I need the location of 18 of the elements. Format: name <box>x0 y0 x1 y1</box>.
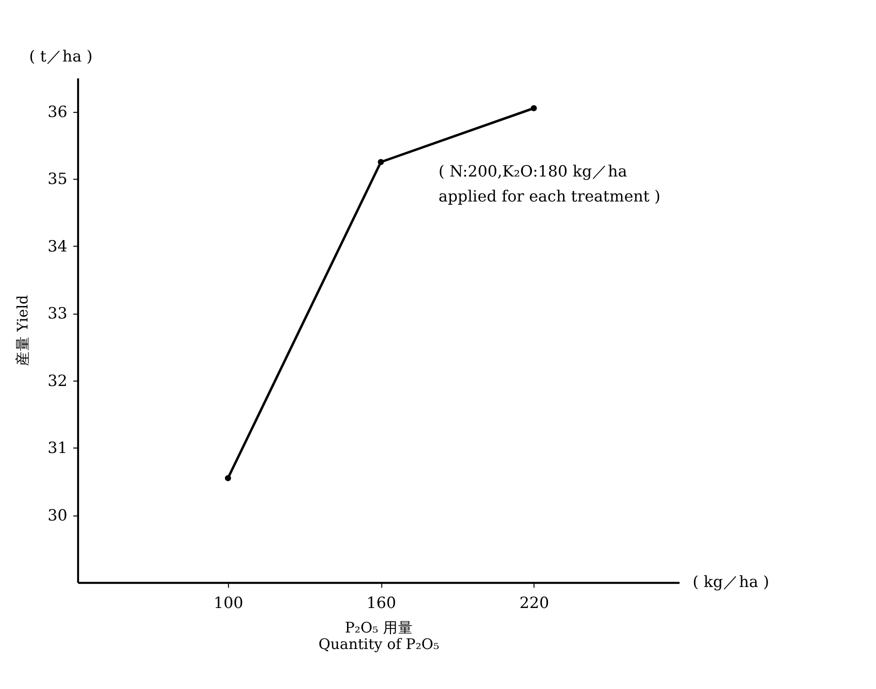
x-axis-title: P₂O₅ 用量 Quantity of P₂O₅ <box>318 619 440 653</box>
point <box>530 105 537 112</box>
y-tick-label: 34 <box>48 237 68 256</box>
y-tick-label: 35 <box>48 170 68 188</box>
y-axis-title: 産量 Yield <box>14 295 32 366</box>
text: ( t／ha ) <box>29 47 93 66</box>
y-tick-label: 31 <box>48 439 68 458</box>
text: ( kg／ha ) <box>692 573 770 592</box>
y-tick-label: 36 <box>48 102 68 121</box>
x-tick-label: 160 <box>366 594 396 612</box>
point <box>224 475 232 482</box>
y-tick-label: 30 <box>48 506 68 524</box>
x-tick-label: 100 <box>214 594 244 612</box>
x-tick-label: 220 <box>519 594 550 612</box>
point <box>378 158 384 166</box>
y-tick-label: 32 <box>48 372 68 390</box>
annotation: ( N:200,K₂O:180 kg／ha applied for each treatment ) <box>438 162 660 206</box>
y-tick-label: 33 <box>48 304 68 323</box>
